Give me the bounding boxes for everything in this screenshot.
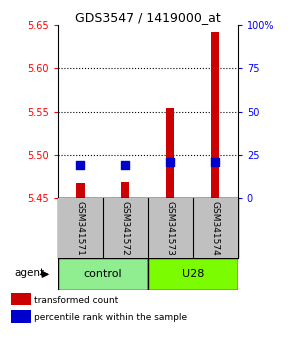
Text: GSM341573: GSM341573 <box>166 201 175 256</box>
Point <box>123 162 128 168</box>
Title: GDS3547 / 1419000_at: GDS3547 / 1419000_at <box>75 11 221 24</box>
Text: U28: U28 <box>182 269 204 279</box>
Text: GSM341574: GSM341574 <box>211 201 220 256</box>
Bar <box>11 293 31 305</box>
Bar <box>103 198 148 258</box>
Bar <box>11 310 31 323</box>
Point <box>168 159 173 165</box>
Bar <box>77 183 84 198</box>
Text: GSM341571: GSM341571 <box>76 201 85 256</box>
Bar <box>148 198 193 258</box>
Bar <box>58 258 148 290</box>
Bar <box>166 108 174 198</box>
Point <box>78 162 83 168</box>
Bar <box>122 182 129 198</box>
Text: percentile rank within the sample: percentile rank within the sample <box>34 313 187 322</box>
Bar <box>193 198 238 258</box>
Point <box>213 159 218 165</box>
Text: control: control <box>84 269 122 279</box>
Text: agent: agent <box>14 268 45 278</box>
Bar <box>148 258 238 290</box>
Bar <box>58 198 103 258</box>
Bar <box>211 32 219 198</box>
Text: transformed count: transformed count <box>34 296 118 305</box>
Text: GSM341572: GSM341572 <box>121 201 130 256</box>
